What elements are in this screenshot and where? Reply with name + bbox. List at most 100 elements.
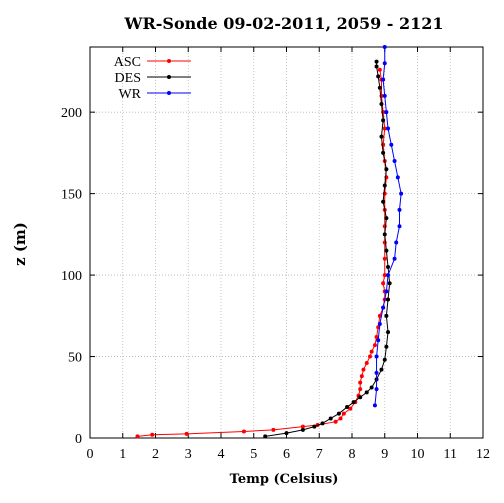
x-tick-label: 11	[444, 447, 457, 462]
data-point-wr	[382, 45, 387, 49]
data-point-des	[381, 150, 386, 155]
data-point-des	[379, 102, 384, 107]
data-point-des	[386, 297, 391, 302]
x-tick-label: 4	[218, 447, 225, 462]
data-point-des	[384, 344, 389, 349]
y-tick-label: 200	[61, 106, 82, 121]
data-point-wr	[374, 370, 379, 375]
data-point-wr	[384, 110, 389, 115]
x-tick-label: 1	[119, 447, 126, 462]
data-point-wr	[389, 142, 394, 147]
series-layer	[135, 45, 404, 439]
data-point-asc	[135, 434, 140, 439]
x-tick-label: 5	[250, 447, 257, 462]
series-line-asc	[137, 69, 387, 437]
series-des	[263, 59, 392, 439]
data-point-des	[384, 248, 389, 253]
data-point-wr	[392, 159, 397, 164]
data-point-des	[376, 74, 381, 79]
series-line-des	[265, 61, 391, 437]
data-point-des	[336, 411, 341, 416]
data-point-des	[382, 232, 387, 237]
data-point-wr	[399, 191, 404, 196]
data-point-wr	[386, 126, 391, 131]
grid	[90, 47, 483, 438]
x-tick-label: 2	[152, 447, 159, 462]
legend-label-asc: ASC	[114, 55, 141, 70]
legend-marker-asc	[167, 59, 171, 63]
data-point-des	[369, 385, 374, 390]
data-point-des	[263, 434, 268, 439]
data-point-des	[364, 390, 369, 395]
y-tick-label: 150	[61, 188, 82, 203]
data-point-asc	[382, 273, 387, 278]
data-point-des	[384, 167, 389, 172]
data-point-wr	[381, 305, 386, 310]
data-point-des	[328, 416, 333, 421]
data-point-des	[358, 395, 363, 400]
data-point-asc	[184, 431, 189, 436]
data-point-des	[379, 134, 384, 139]
data-point-des	[351, 400, 356, 405]
data-point-asc	[361, 367, 366, 372]
data-point-des	[345, 405, 350, 410]
y-tick-label: 0	[75, 432, 82, 447]
series-line-wr	[374, 47, 402, 406]
x-tick-label: 7	[316, 447, 323, 462]
data-point-des	[384, 313, 389, 318]
x-tick-label: 9	[381, 447, 388, 462]
data-point-des	[284, 431, 289, 436]
data-point-des	[386, 330, 391, 335]
data-point-des	[320, 421, 325, 426]
data-point-des	[300, 427, 305, 432]
legend-label-des: DES	[115, 71, 141, 86]
legend-label-wr: WR	[118, 87, 141, 102]
x-tick-label: 8	[349, 447, 356, 462]
x-axis-label: Temp (Celsius)	[230, 472, 339, 487]
legend-marker-wr	[167, 91, 171, 95]
data-point-asc	[372, 343, 377, 348]
data-point-asc	[150, 432, 155, 437]
data-point-asc	[271, 427, 276, 432]
data-point-wr	[394, 240, 399, 245]
data-point-asc	[358, 387, 363, 392]
data-point-asc	[368, 354, 373, 359]
data-point-asc	[338, 416, 343, 421]
data-point-des	[374, 64, 379, 69]
data-point-des	[386, 264, 391, 269]
data-point-asc	[377, 67, 382, 72]
legend-marker-des	[167, 75, 171, 79]
y-axis-label: z (m)	[11, 222, 29, 266]
data-point-asc	[358, 380, 363, 385]
data-point-wr	[377, 321, 382, 326]
data-point-des	[384, 216, 389, 221]
chart-title: WR-Sonde 09-02-2011, 2059 - 2121	[123, 14, 443, 33]
data-point-wr	[395, 175, 400, 180]
data-point-wr	[372, 403, 377, 408]
data-point-wr	[397, 207, 402, 212]
data-point-des	[382, 357, 387, 362]
data-point-wr	[392, 256, 397, 261]
data-point-asc	[359, 374, 364, 379]
data-point-wr	[374, 387, 379, 392]
data-point-asc	[300, 424, 305, 429]
data-point-des	[381, 118, 386, 123]
data-point-asc	[381, 281, 386, 286]
data-point-asc	[382, 256, 387, 261]
data-point-wr	[397, 224, 402, 229]
data-point-asc	[369, 349, 374, 354]
x-tick-label: 10	[411, 447, 425, 462]
data-point-asc	[364, 361, 369, 366]
x-tick-label: 3	[185, 447, 192, 462]
y-tick-label: 100	[61, 269, 82, 284]
data-point-des	[382, 183, 387, 188]
x-tick-label: 6	[283, 447, 290, 462]
data-point-des	[379, 367, 384, 372]
data-point-asc	[241, 429, 246, 434]
data-point-wr	[382, 93, 387, 98]
data-point-asc	[348, 406, 353, 411]
data-point-asc	[382, 126, 387, 131]
